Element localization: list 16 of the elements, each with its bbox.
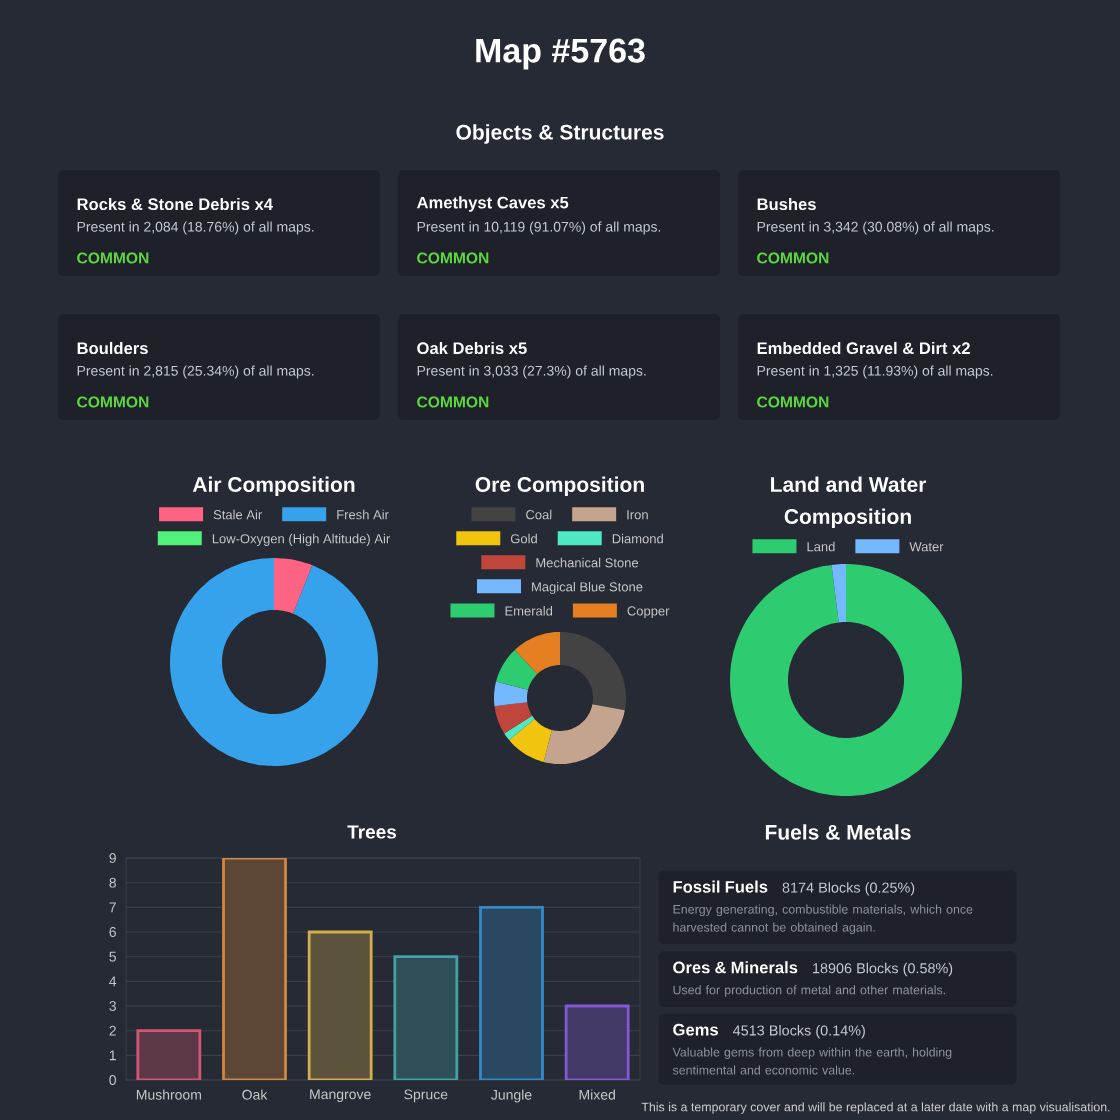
text: Embedded Gravel & Dirt x2 — [757, 341, 970, 355]
text: Gems — [673, 1023, 719, 1036]
text: Amethyst Caves x5 — [416, 196, 569, 212]
chart-title: Trees — [347, 825, 397, 839]
text: Objects & Structures — [456, 124, 664, 144]
text: Bushes — [757, 197, 816, 211]
text: Map #5763 — [476, 38, 645, 70]
chart-title: Ore Composition — [475, 476, 644, 497]
text: Oak Debris x5 — [417, 341, 527, 355]
text: Rocks & Stone Debris x4 — [77, 197, 273, 211]
text: Fuels & Metals — [765, 824, 911, 840]
text: Boulders — [77, 341, 148, 355]
chart-title: Land and Water Composition — [771, 476, 927, 529]
text: Fossil Fuels — [673, 880, 768, 893]
chart-title: Air Composition — [192, 476, 355, 497]
text: Ores & Minerals — [673, 961, 798, 974]
